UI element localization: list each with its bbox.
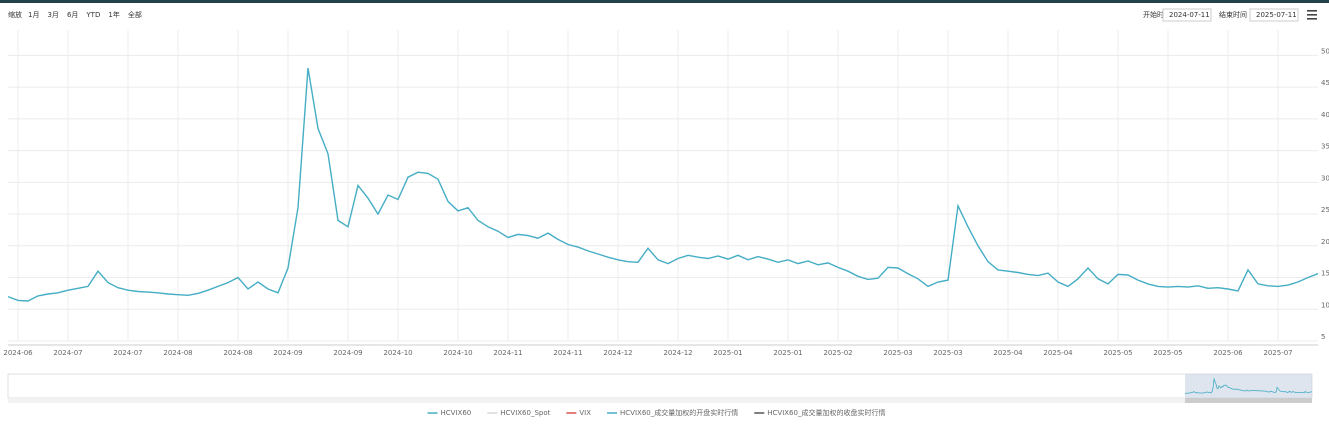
legend-label: VIX [579, 409, 591, 417]
x-tick-label: 2024-10 [383, 349, 412, 357]
menu-bar [1307, 18, 1317, 20]
menu-bar [1307, 10, 1317, 12]
x-tick-label: 2025-03 [933, 349, 962, 357]
x-tick-label: 2024-10 [443, 349, 472, 357]
legend-label: HCVIX60_Spot [500, 409, 550, 417]
x-tick-label: 2024-06 [3, 349, 33, 357]
x-tick-label: 2025-06 [1213, 349, 1243, 357]
y-tick-label: 30 [1321, 174, 1329, 182]
start-input[interactable] [1162, 8, 1212, 22]
x-tick-label: 2025-05 [1153, 349, 1182, 357]
legend-item[interactable]: VIX [566, 409, 591, 417]
end-input[interactable] [1249, 8, 1299, 22]
menu-bar [1307, 14, 1317, 16]
start-date[interactable]: 2024-07-11 [1169, 11, 1210, 19]
scrollbar-thumb[interactable] [1185, 398, 1312, 403]
range-button[interactable]: 3月 [47, 11, 58, 19]
x-tick-label: 2024-08 [223, 349, 252, 357]
x-tick-label: 2025-05 [1103, 349, 1132, 357]
x-tick-label: 2024-11 [493, 349, 522, 357]
x-tick-label: 2025-01 [713, 349, 742, 357]
x-tick-label: 2024-09 [273, 349, 302, 357]
x-tick-label: 2024-12 [663, 349, 692, 357]
navigator-selection[interactable] [1185, 374, 1312, 398]
legend-label: HCVIX60 [441, 409, 472, 417]
y-tick-label: 40 [1321, 111, 1329, 119]
x-tick-label: 2025-04 [1043, 349, 1073, 357]
y-tick-label: 50 [1321, 47, 1329, 55]
x-tick-label: 2025-02 [823, 349, 852, 357]
y-tick-label: 20 [1321, 238, 1329, 246]
legend: HCVIX60 HCVIX60_Spot VIX HCVIX60_成交量加权的开盘实时… [427, 408, 885, 417]
range-button[interactable]: 6月 [67, 11, 78, 19]
y-tick-label: 35 [1321, 143, 1329, 151]
end-label: 结束时间 [1219, 10, 1247, 19]
series-line [7, 67, 1319, 302]
scrollbar[interactable] [8, 398, 1312, 403]
x-tick-label: 2024-08 [163, 349, 192, 357]
x-tick-label: 2024-07 [113, 349, 142, 357]
range-button[interactable]: 1年 [108, 10, 119, 19]
toolbar: 缩放 开始时间 2024-07-11 结束时间 2025-07-11 1月 3月 6… [8, 8, 1317, 22]
y-tick-label: 15 [1321, 270, 1329, 278]
end-date[interactable]: 2025-07-11 [1256, 11, 1297, 19]
y-tick-label: 5 [1321, 333, 1325, 341]
navigator[interactable] [7, 373, 1313, 399]
x-tick-label: 2025-07 [1263, 349, 1292, 357]
top-bar [0, 0, 1329, 3]
zoom-label: 缩放 [8, 10, 22, 19]
x-tick-label: 2025-01 [773, 349, 802, 357]
y-tick-label: 45 [1321, 79, 1329, 87]
legend-item[interactable]: HCVIX60_成交量加权的收盘实时行情 [754, 408, 885, 417]
navigator-line [1184, 378, 1313, 394]
start-label: 开始时间 [1143, 10, 1171, 19]
x-tick-label: 2024-11 [553, 349, 582, 357]
x-tick-label: 2024-09 [333, 349, 362, 357]
menu-button[interactable] [1307, 10, 1317, 20]
x-tick-label: 2024-12 [603, 349, 632, 357]
range-button[interactable]: 1月 [28, 11, 39, 19]
x-tick-label: 2025-03 [883, 349, 912, 357]
y-tick-label: 25 [1321, 206, 1329, 214]
range-button[interactable]: YTD [85, 11, 100, 19]
legend-label: HCVIX60_成交量加权的收盘实时行情 [767, 408, 885, 417]
legend-item[interactable]: HCVIX60_Spot [487, 409, 551, 417]
y-tick-label: 10 [1321, 301, 1329, 309]
x-tick-label: 2024-07 [53, 349, 82, 357]
legend-item[interactable]: HCVIX60 [427, 409, 472, 417]
x-tick-label: 2025-04 [993, 349, 1023, 357]
legend-item[interactable]: HCVIX60_成交量加权的开盘实时行情 [607, 408, 738, 417]
range-button[interactable]: 全部 [128, 10, 142, 19]
legend-label: HCVIX60_成交量加权的开盘实时行情 [620, 408, 738, 417]
